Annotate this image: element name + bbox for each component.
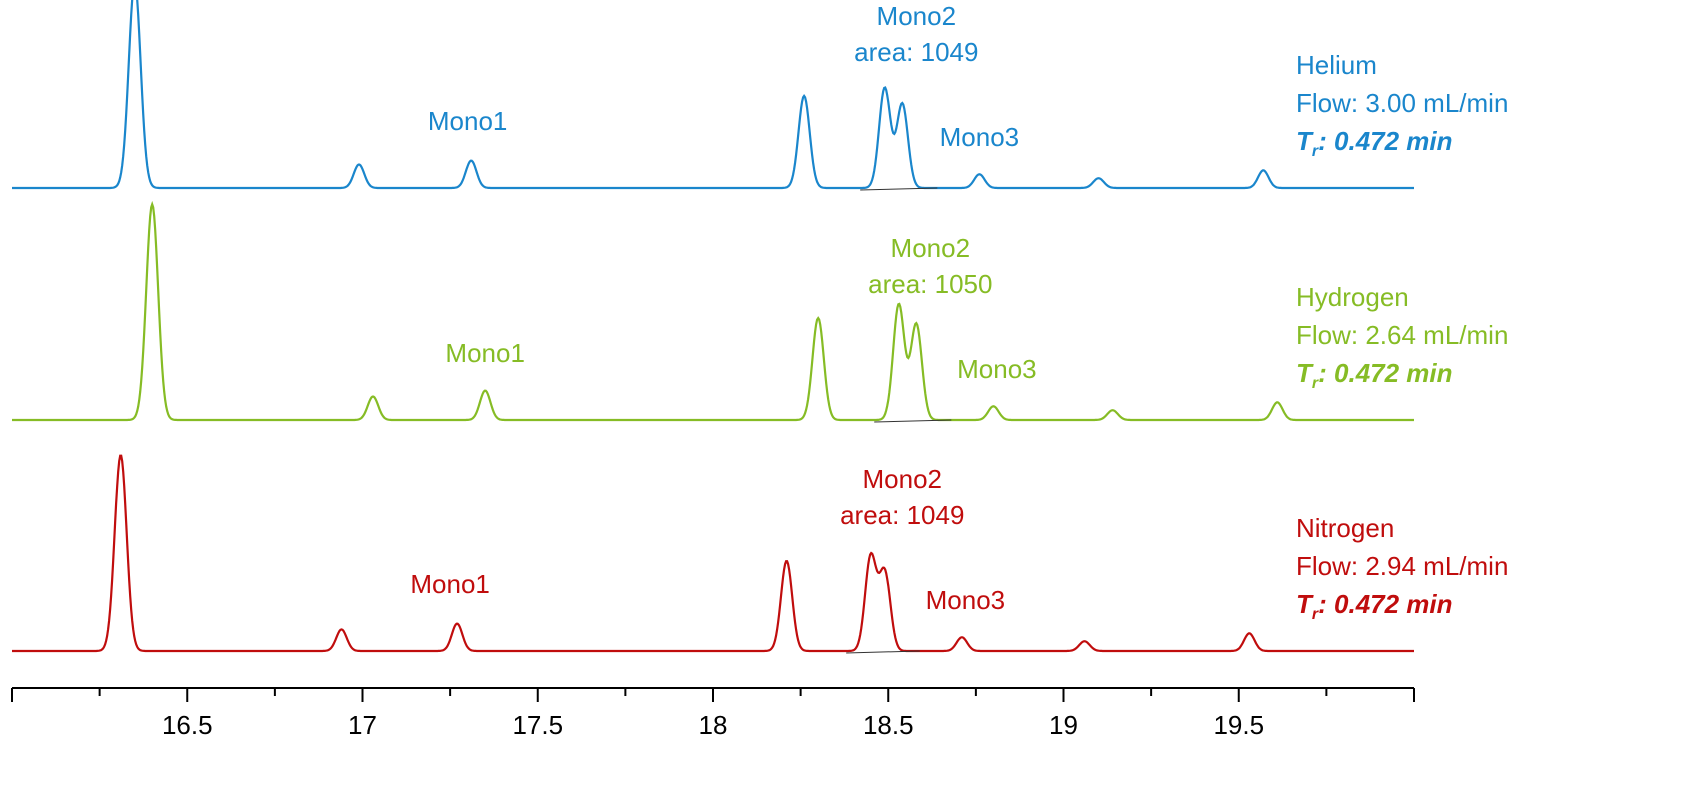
x-tick-label: 16.5 — [162, 710, 213, 740]
nitrogen-flow-label: Flow: 2.94 mL/min — [1296, 551, 1508, 581]
nitrogen-name-label: Nitrogen — [1296, 513, 1394, 543]
x-tick-label: 17.5 — [512, 710, 563, 740]
hydrogen-mono3-label: Mono3 — [957, 354, 1037, 384]
hydrogen-flow-label: Flow: 2.64 mL/min — [1296, 320, 1508, 350]
hydrogen-mono2-area: area: 1050 — [868, 269, 992, 299]
chromatogram-traces — [12, 0, 1414, 654]
x-tick-label: 19.5 — [1213, 710, 1264, 740]
hydrogen-retention-time-label: Tr: 0.472 min — [1296, 358, 1453, 392]
nitrogen-mono3-label: Mono3 — [926, 585, 1006, 615]
nitrogen-mono2-label: Mono2 — [863, 464, 943, 494]
hydrogen-trace — [12, 200, 1414, 422]
helium-mono2-area: area: 1049 — [854, 37, 978, 67]
hydrogen-mono2-label: Mono2 — [891, 233, 971, 263]
series-labels: Helium Flow: 3.00 mL/min Tr: 0.472 min Hydr… — [1296, 50, 1508, 623]
nitrogen-integration-baseline — [846, 650, 920, 654]
x-tick-label: 18.5 — [863, 710, 914, 740]
helium-integration-baseline — [860, 187, 938, 191]
helium-retention-time-label: Tr: 0.472 min — [1296, 126, 1453, 160]
nitrogen-mono1-label: Mono1 — [410, 569, 490, 599]
x-tick-label: 19 — [1049, 710, 1078, 740]
peak-annotations: Mono1 Mono2 area: 1049 Mono3 Mono1 Mono2 area:… — [410, 1, 1036, 615]
x-axis-ticks: 16.5 17 17.5 18 18.5 19 19.5 — [11, 688, 1415, 740]
helium-mono2-label: Mono2 — [877, 1, 957, 31]
x-axis: 16.5 17 17.5 18 18.5 19 19.5 — [11, 687, 1415, 740]
nitrogen-mono2-area: area: 1049 — [840, 500, 964, 530]
helium-flow-label: Flow: 3.00 mL/min — [1296, 88, 1508, 118]
x-tick-label: 17 — [348, 710, 377, 740]
hydrogen-integration-baseline — [874, 419, 952, 423]
hydrogen-name-label: Hydrogen — [1296, 282, 1409, 312]
nitrogen-trace — [12, 454, 1414, 653]
helium-mono3-label: Mono3 — [940, 122, 1020, 152]
x-tick-label: 18 — [699, 710, 728, 740]
hydrogen-mono1-label: Mono1 — [445, 338, 525, 368]
helium-trace — [12, 0, 1414, 190]
helium-name-label: Helium — [1296, 50, 1377, 80]
helium-mono1-label: Mono1 — [428, 106, 508, 136]
nitrogen-retention-time-label: Tr: 0.472 min — [1296, 589, 1453, 623]
